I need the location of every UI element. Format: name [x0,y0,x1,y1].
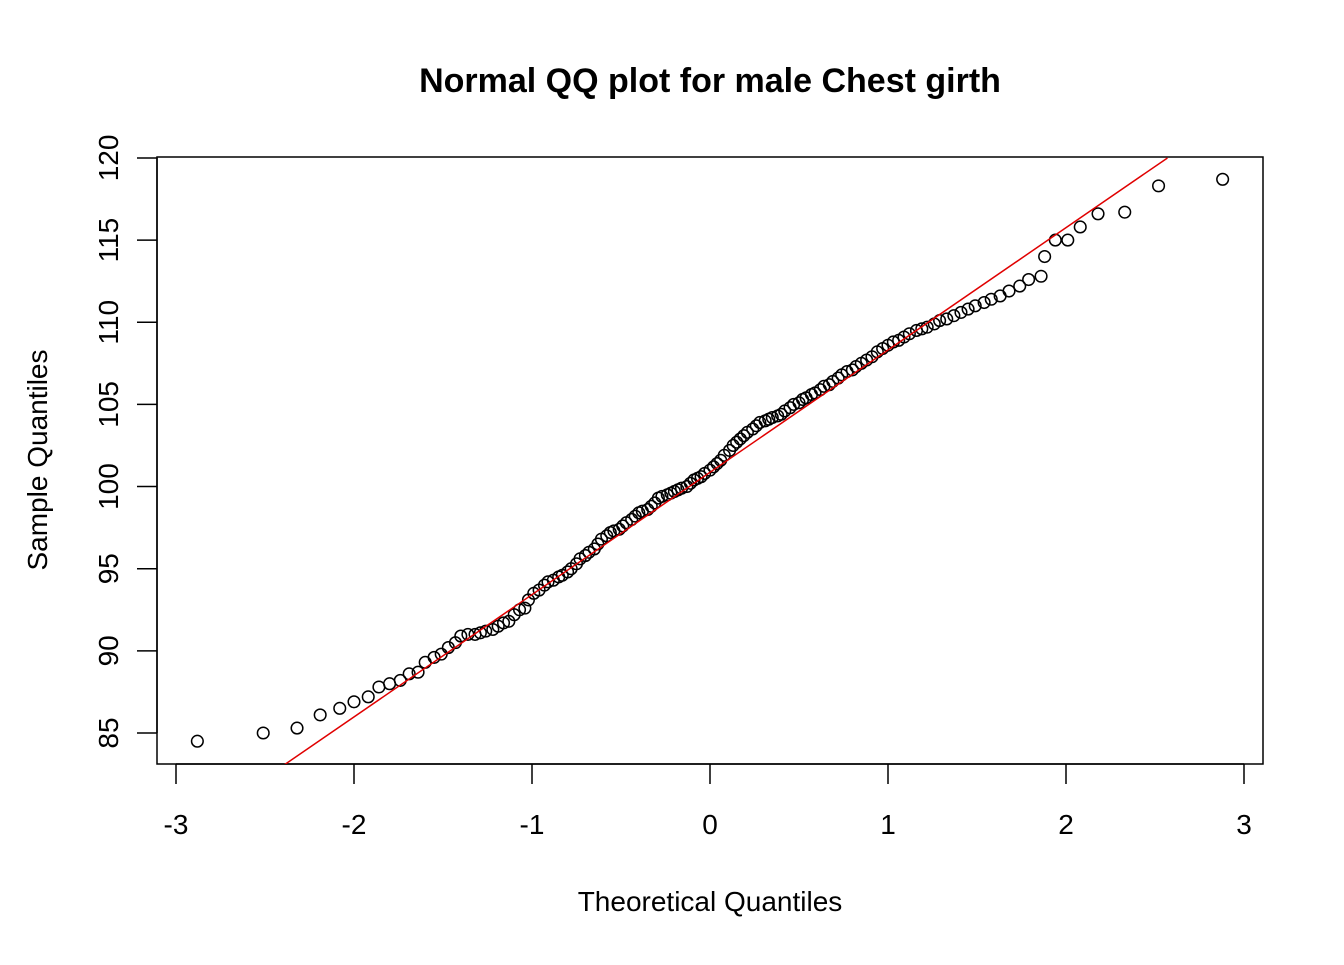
data-point [1216,172,1230,186]
y-tick-label: 120 [93,135,124,182]
data-point [694,470,708,484]
data-point [940,312,954,326]
data-point [1061,233,1075,247]
data-point [977,295,991,310]
data-point [190,734,204,748]
data-point [915,322,929,336]
data-point [753,415,767,430]
data-point [411,665,425,679]
y-tick-label: 105 [93,381,124,428]
data-point [746,422,760,436]
data-point [1038,249,1052,264]
data-point [703,463,717,477]
reference-line [284,157,1168,764]
data-point [454,629,468,643]
data-point [1048,233,1062,247]
y-tick-label: 85 [93,717,124,748]
chart-title: Normal QQ plot for male Chest girth [419,62,1001,100]
data-point [1022,272,1036,287]
data-point [707,460,721,474]
x-axis-label: Theoretical Quantiles [578,886,843,917]
data-point [733,432,747,446]
data-point [737,429,751,443]
data-point [1118,205,1132,219]
data-point [1073,220,1087,234]
y-axis-label: Sample Quantiles [22,349,53,570]
x-tick-label: -2 [342,809,367,840]
data-point [347,695,361,709]
data-point [313,708,327,722]
data-point [984,292,998,306]
x-tick-label: 2 [1058,809,1074,840]
sample-points [190,172,1230,748]
data-point [765,410,779,425]
x-tick-label: -1 [520,809,545,840]
data-point [947,309,961,323]
data-point [726,438,740,453]
x-tick-label: 1 [880,809,896,840]
y-tick-label: 90 [93,635,124,666]
data-point [333,701,347,715]
x-tick-label: -3 [164,809,189,840]
data-point [434,647,448,661]
data-point [372,680,386,694]
y-axis: 85 90 95 100 105 110 115 120 [93,135,158,749]
data-point [961,302,975,316]
data-point [578,549,592,563]
data-point [1034,269,1048,283]
data-point [541,575,555,589]
data-point [561,565,575,579]
data-point [902,327,916,341]
data-point [954,305,968,319]
data-point [290,721,304,735]
data-point [256,726,270,740]
plot-layer [190,157,1230,764]
data-point [361,690,375,704]
plot-area-frame [156,156,1264,765]
x-axis: -3 -2 -1 0 1 2 3 [164,763,1252,840]
data-point [655,489,669,503]
y-tick-label: 115 [93,218,124,263]
data-point [473,626,487,640]
data-point [730,435,744,449]
data-point [418,655,432,669]
y-tick-label: 95 [93,553,124,584]
data-point [680,480,694,494]
data-point [518,601,532,615]
data-point [774,407,788,421]
x-tick-label: 0 [702,809,718,840]
x-tick-label: 3 [1236,809,1252,840]
y-tick-label: 100 [93,463,124,510]
data-point [1002,284,1016,298]
data-point [625,512,639,526]
data-point [1091,207,1105,221]
data-point [1013,279,1027,293]
data-point [1152,179,1166,193]
data-point [968,299,982,313]
data-point [383,677,397,691]
y-tick-label: 110 [93,300,124,345]
data-point [749,419,763,433]
data-point [496,616,511,630]
